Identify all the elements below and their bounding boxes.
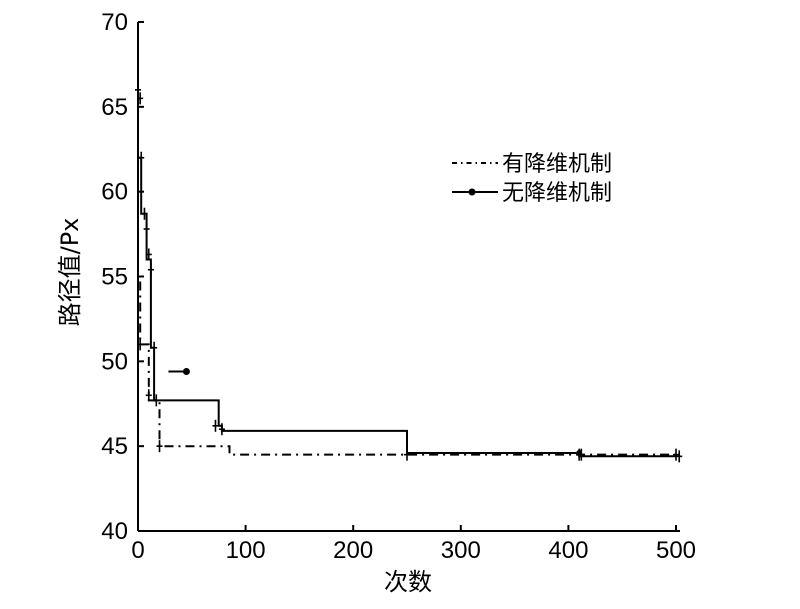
y-tick-label: 55 [101,264,128,291]
y-tick-label: 70 [101,9,128,36]
y-tick-label: 45 [101,433,128,460]
ticks: 0 100 200 300 400 500 40 45 50 55 60 65 70 [101,9,696,564]
y-axis-title: 路径值/Px [56,218,84,327]
x-tick-label: 400 [548,537,588,564]
series-marker-dot [182,368,190,376]
y-tick-label: 40 [101,518,128,545]
censor-marks [135,83,683,463]
legend-label-without-reduction: 无降维机制 [502,181,612,206]
series-line-without-reduction [137,89,676,458]
series-marker-dot [576,449,583,456]
y-tick-label: 60 [101,179,128,206]
x-tick-label: 500 [656,537,696,564]
legend-marker-without-reduction [468,188,476,196]
legend-label-with-reduction: 有降维机制 [502,152,612,177]
y-tick-label: 65 [101,94,128,121]
x-tick-label: 100 [226,537,266,564]
y-tick-label: 50 [101,348,128,375]
x-axis-title: 次数 [384,568,432,596]
x-tick-label: 0 [131,537,144,564]
series-group [137,89,676,458]
legend: 有降维机制 无降维机制 [452,152,612,206]
x-tick-label: 300 [441,537,481,564]
x-tick-label: 200 [333,537,373,564]
